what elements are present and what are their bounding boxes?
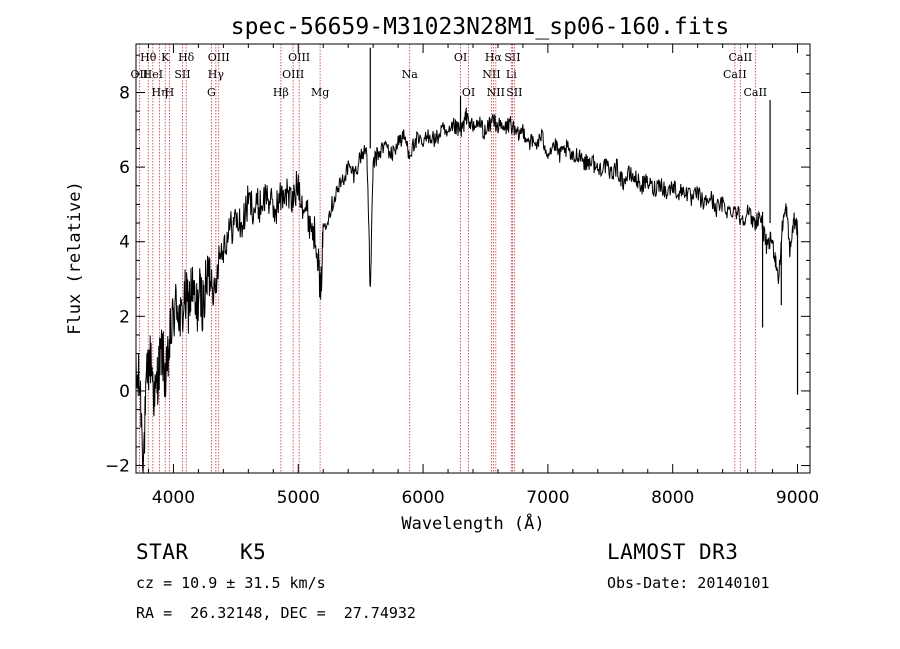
- spectral-line-markers: OII Hθ HeI Hη K H SII Hδ G Hγ OIII Hβ OIII OIII Mg Na OI…: [131, 44, 767, 473]
- x-tick-label: 8000: [651, 488, 694, 508]
- spectral-line-label: Hη: [151, 86, 167, 99]
- survey-name: LAMOST DR3: [607, 540, 739, 564]
- spectral-line-label: HeI: [143, 68, 163, 81]
- spectral-line-label: Na: [402, 68, 419, 81]
- x-tick-label: 5000: [277, 488, 320, 508]
- spectral-line-label: Mg: [311, 86, 329, 99]
- spectral-line-label: K: [161, 51, 170, 64]
- y-tick-label: 6: [119, 158, 130, 178]
- spectrum-line: [135, 107, 798, 473]
- spectral-line-label: H: [165, 86, 175, 99]
- x-tick-label: 9000: [776, 488, 819, 508]
- spectral-line-label: Li: [506, 68, 517, 81]
- spectral-line-label: NII: [487, 86, 505, 99]
- spectral-line-label: Hθ: [140, 51, 157, 64]
- spectral-line-label: OIII: [288, 51, 310, 64]
- spectral-line-label: Hα: [485, 51, 503, 64]
- spectral-line-label: OIII: [282, 68, 304, 81]
- spectral-line-label: Hγ: [208, 68, 225, 81]
- y-axis-label: Flux (relative): [65, 181, 85, 335]
- y-tick-label: 2: [119, 307, 130, 327]
- spectral-line-label: SII: [504, 51, 520, 64]
- x-axis-label: Wavelength (Å): [401, 512, 544, 534]
- spectral-line-label: CaII: [743, 86, 767, 99]
- observation-date: Obs-Date: 20140101: [607, 574, 770, 592]
- spectral-line-label: SII: [506, 86, 522, 99]
- spectral-line-label: OIII: [208, 51, 230, 64]
- spectral-line-label: OII: [131, 68, 149, 81]
- y-tick-label: 0: [119, 382, 130, 402]
- y-tick-label: −2: [105, 457, 130, 477]
- coordinates: RA = 26.32148, DEC = 27.74932: [136, 604, 416, 622]
- chart-title: spec-56659-M31023N28M1_sp06-160.fits: [231, 14, 730, 40]
- redshift-velocity: cz = 10.9 ± 31.5 km/s: [136, 574, 326, 592]
- y-tick-label: 8: [119, 83, 130, 103]
- spectral-line-label: OI: [454, 51, 467, 64]
- y-tick-label: 4: [119, 233, 130, 253]
- spectral-line-label: G: [207, 86, 216, 99]
- spectral-line-label: Hβ: [273, 86, 289, 99]
- spectral-line-label: CaII: [723, 68, 747, 81]
- object-subclass: K5: [240, 540, 267, 564]
- spectrum-series: [135, 47, 799, 473]
- object-class: STAR: [136, 540, 189, 564]
- x-tick-label: 6000: [401, 488, 444, 508]
- x-tick-label: 4000: [152, 488, 195, 508]
- x-tick-label: 7000: [526, 488, 569, 508]
- spectral-line-label: OI: [462, 86, 475, 99]
- plot-frame: [135, 43, 811, 474]
- spectral-line-label: SII: [174, 68, 190, 81]
- spectral-line-label: Hδ: [178, 51, 195, 64]
- spectral-line-label: NII: [482, 68, 500, 81]
- spectral-line-label: CaII: [729, 51, 753, 64]
- axis-ticks: 4000 5000 6000 7000 8000 9000 −2 0 2 4 6 8: [105, 44, 819, 508]
